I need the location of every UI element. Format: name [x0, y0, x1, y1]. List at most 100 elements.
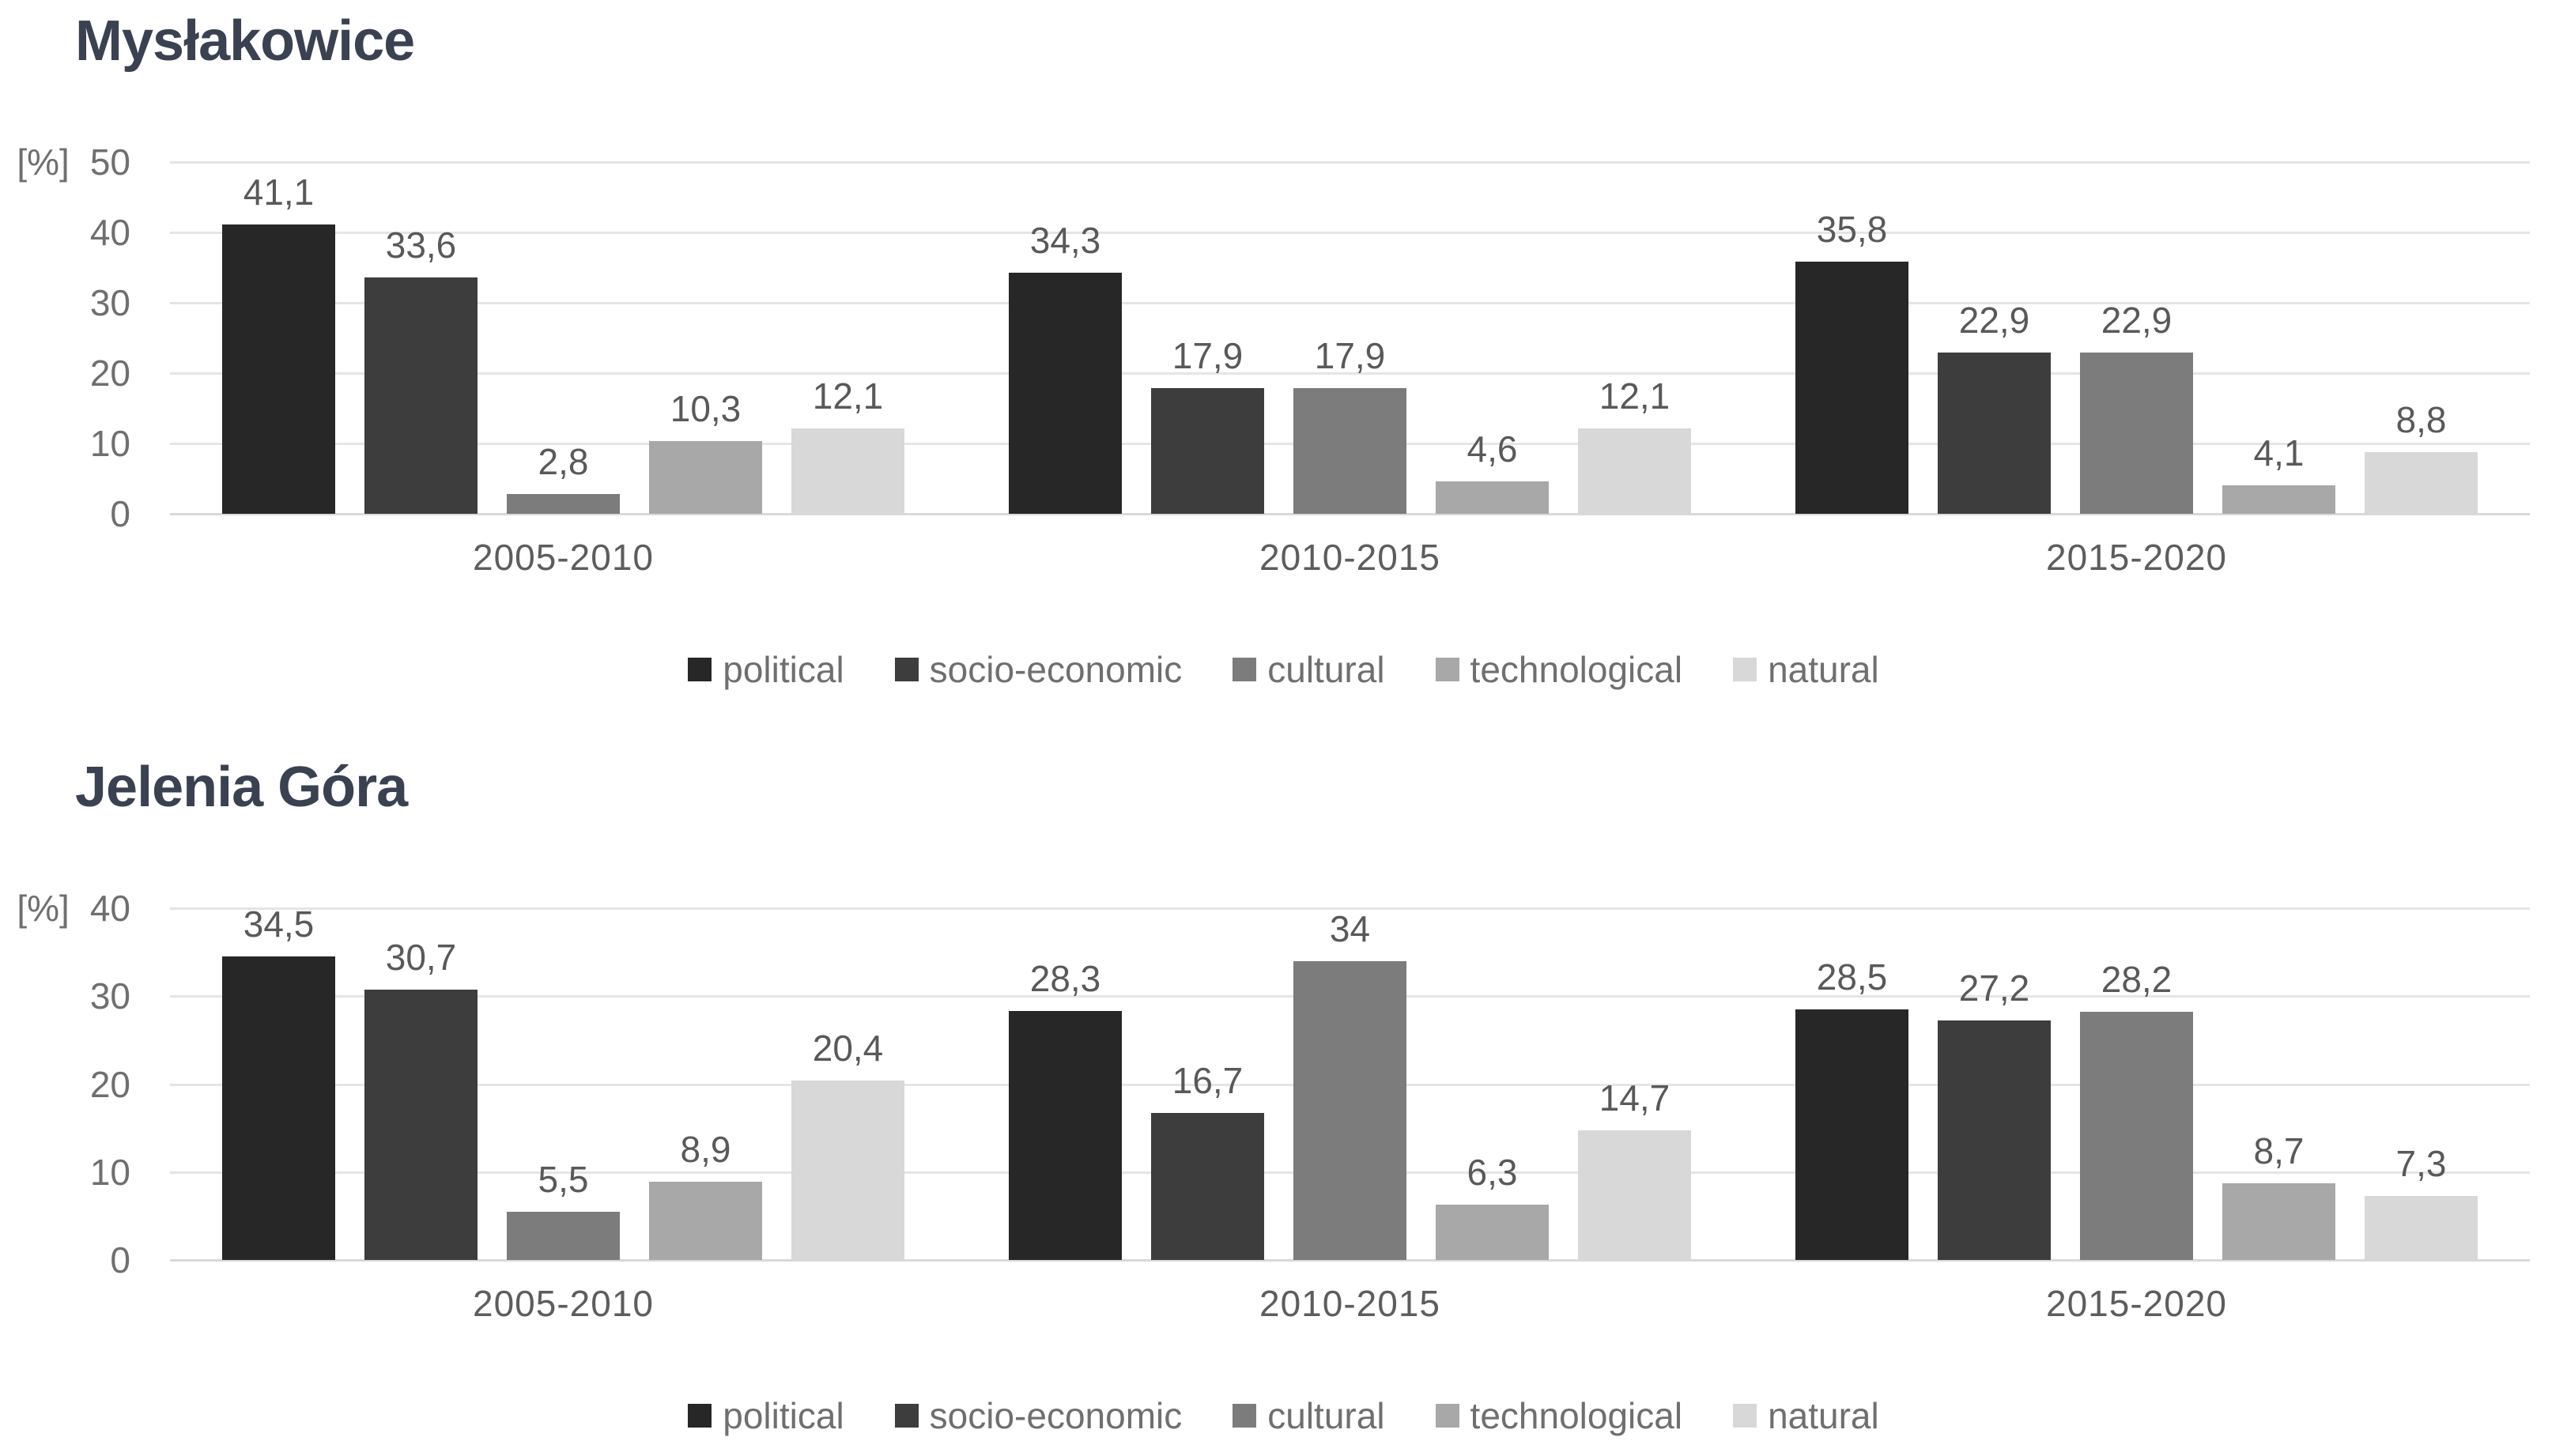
x-category-label: 2005-2010 [473, 537, 654, 578]
legend-label: cultural [1267, 1395, 1385, 1436]
bar-natural: 12,1 [791, 375, 904, 514]
bar-socio-economic: 16,7 [1151, 1060, 1264, 1260]
legend-swatch-icon [1733, 658, 1757, 681]
bar-cultural: 17,9 [1293, 335, 1406, 514]
bar-political: 41,1 [222, 172, 335, 514]
bar-value-label: 22,9 [1958, 300, 2030, 341]
legend-swatch-icon [688, 1404, 712, 1428]
bar-value-label: 34 [1329, 907, 1371, 949]
plot-area: 41,1 33,6 2,8 10,3 12,1 34,3 17,9 17,9 4,6 12,1 35… [170, 161, 2530, 515]
y-tick-label: 30 [89, 975, 130, 1017]
bar-value-label: 5,5 [538, 1158, 589, 1200]
legend-swatch-icon [1435, 1404, 1459, 1428]
bar-value-label: 30,7 [385, 937, 457, 979]
bar-political: 34,3 [1009, 220, 1122, 514]
plot-area: 34,5 30,7 5,5 8,9 20,4 28,3 16,7 34 6,3 14,7 28,5 2… [170, 903, 2530, 1262]
gridline [170, 161, 2530, 164]
bar-value-label: 6,3 [1467, 1151, 1518, 1193]
y-tick-label: 0 [110, 493, 130, 534]
bar-value-label: 20,4 [812, 1028, 884, 1069]
legend-label: political [723, 649, 844, 690]
y-tick-label: 30 [89, 282, 130, 323]
legend-swatch-icon [1233, 1404, 1257, 1428]
y-tick-label: [%] 40 [17, 888, 130, 929]
bar-value-label: 41,1 [243, 172, 315, 213]
legend-swatch-icon [1435, 658, 1459, 681]
bar-value-label: 12,1 [812, 375, 884, 417]
x-axis: 2005-2010 2010-2015 2015-2020 [170, 1282, 2530, 1325]
bar-socio-economic: 27,2 [1938, 968, 2051, 1260]
y-axis: [%] 40 30 20 10 0 [0, 888, 170, 1281]
legend-label: political [723, 1395, 844, 1436]
bar-value-label: 16,7 [1172, 1060, 1244, 1102]
bar-value-label: 34,3 [1029, 219, 1101, 261]
bar-political: 35,8 [1795, 209, 1908, 514]
legend-item-cultural: cultural [1233, 648, 1385, 691]
legend: political socio-economic cultural technolog… [0, 648, 2567, 691]
chart-canvas: [%] 50 40 30 20 10 0 41,1 33,6 2,8 10,3 12,1 34,3 17… [0, 141, 2567, 534]
y-tick-label: 20 [89, 1063, 130, 1105]
bar-groups: 34,5 30,7 5,5 8,9 20,4 28,3 16,7 34 6,3 14,7 28,5 2… [170, 903, 2530, 1260]
gridline [170, 513, 2530, 515]
chart-myslakowice: Mysłakowice [%] 50 40 30 20 10 0 41,1 33,6 2,8 10… [0, 0, 2567, 691]
bar-cultural: 34 [1293, 908, 1406, 1260]
bar-group: 28,5 27,2 28,2 8,7 7,3 [1743, 908, 2530, 1260]
y-axis: [%] 50 40 30 20 10 0 [0, 141, 170, 534]
x-axis: 2005-2010 2010-2015 2015-2020 [170, 536, 2530, 579]
bar-value-label: 28,5 [1816, 956, 1888, 998]
legend-item-socio-economic: socio-economic [894, 648, 1183, 691]
legend-item-technological: technological [1435, 648, 1682, 691]
x-category-label: 2005-2010 [473, 1283, 654, 1324]
bar-value-label: 2,8 [538, 441, 589, 483]
bar-value-label: 14,7 [1599, 1077, 1670, 1119]
bar-group: 41,1 33,6 2,8 10,3 12,1 [170, 162, 957, 514]
y-tick-label: 0 [110, 1239, 130, 1281]
bar-group: 34,3 17,9 17,9 4,6 12,1 [957, 162, 1743, 514]
bar-group: 34,5 30,7 5,5 8,9 20,4 [170, 903, 957, 1260]
bar-socio-economic: 33,6 [364, 224, 478, 514]
gridline [170, 232, 2530, 234]
legend-label: natural [1768, 1395, 1879, 1436]
bar-group: 28,3 16,7 34 6,3 14,7 [957, 908, 1743, 1260]
legend-swatch-icon [688, 658, 712, 681]
bar-cultural: 28,2 [2080, 959, 2193, 1260]
bar-socio-economic: 22,9 [1938, 300, 2051, 514]
legend: political socio-economic cultural technolog… [0, 1394, 2567, 1437]
legend-label: technological [1470, 1395, 1683, 1436]
bar-value-label: 35,8 [1816, 209, 1888, 251]
legend-item-political: political [688, 1394, 844, 1437]
x-category-label: 2010-2015 [1259, 537, 1440, 578]
gridline [170, 302, 2530, 304]
y-tick-label: [%] 50 [17, 141, 130, 183]
legend-swatch-icon [1233, 658, 1257, 681]
legend-label: socio-economic [929, 1395, 1183, 1436]
gridline [170, 372, 2530, 375]
bar-value-label: 4,6 [1467, 428, 1518, 470]
bar-technological: 10,3 [649, 388, 762, 514]
legend-swatch-icon [894, 658, 919, 681]
chart-title: Jelenia Góra [75, 756, 408, 819]
legend-label: cultural [1267, 649, 1385, 690]
bar-technological: 4,6 [1436, 428, 1549, 514]
legend-swatch-icon [894, 1404, 919, 1428]
bar-value-label: 22,9 [2101, 300, 2173, 341]
legend-item-technological: technological [1435, 1394, 1683, 1437]
legend-item-natural: natural [1733, 648, 1879, 691]
y-axis-unit-label: [%] [17, 141, 70, 183]
gridline [170, 1259, 2530, 1262]
legend-item-natural: natural [1733, 1394, 1879, 1437]
bar-cultural: 2,8 [507, 441, 620, 514]
bar-natural: 12,1 [1578, 375, 1691, 514]
bar-value-label: 33,6 [385, 224, 457, 266]
legend-label: socio-economic [929, 649, 1183, 690]
bar-natural: 20,4 [791, 1028, 904, 1260]
gridline [170, 907, 2530, 910]
bar-value-label: 10,3 [670, 388, 742, 430]
bar-technological: 6,3 [1436, 1152, 1549, 1260]
bar-cultural: 22,9 [2080, 300, 2193, 514]
legend-item-cultural: cultural [1233, 1394, 1385, 1437]
bar-value-label: 8,8 [2395, 398, 2447, 440]
bar-natural: 14,7 [1578, 1077, 1691, 1260]
y-tick-label: 40 [89, 212, 130, 253]
